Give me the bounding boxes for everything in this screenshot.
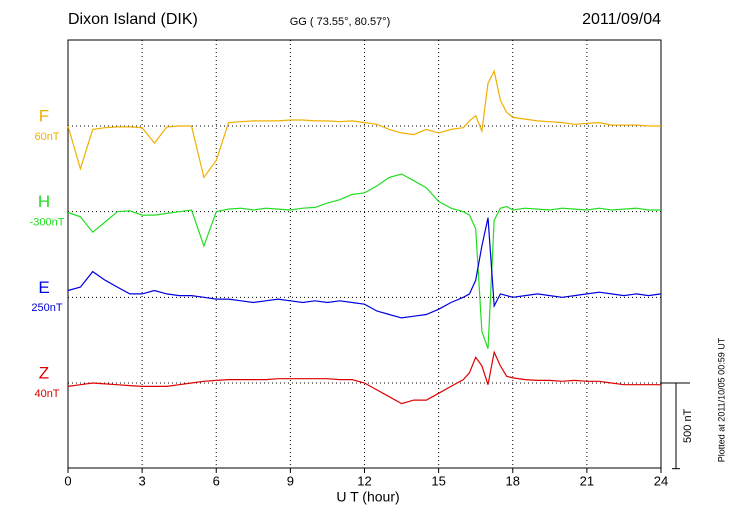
series-line	[67, 173, 661, 349]
baseline-label: 250nT	[31, 302, 62, 314]
x-tick-label: 21	[580, 473, 594, 488]
x-tick-label: 0	[64, 473, 71, 488]
x-tick-label: 24	[654, 473, 668, 488]
series-name: Z	[39, 363, 49, 382]
plotted-note: Plotted at 2011/10/05 00:59 UT	[716, 337, 726, 462]
subtitle: GG ( 73.55°, 80.57°)	[290, 16, 391, 28]
series-line	[67, 217, 662, 319]
x-tick-label: 9	[287, 473, 294, 488]
scale-label: 500 nT	[682, 408, 694, 443]
series-name: F	[39, 106, 49, 125]
series-name: E	[38, 278, 49, 297]
x-tick-label: 12	[357, 473, 371, 488]
baseline-label: 60nT	[34, 131, 59, 143]
series-name: H	[38, 192, 50, 211]
date: 2011/09/04	[582, 11, 661, 28]
baseline-label: 40nT	[34, 388, 59, 400]
x-tick-label: 6	[213, 473, 220, 488]
x-tick-label: 15	[431, 473, 445, 488]
x-tick-label: 3	[139, 473, 146, 488]
chart-title: Dixon Island (DIK)	[68, 11, 198, 28]
x-tick-label: 18	[506, 473, 520, 488]
series-line	[67, 69, 661, 179]
x-axis-label: U T (hour)	[336, 489, 399, 505]
series-line	[67, 350, 661, 405]
baseline-label: -300nT	[30, 217, 65, 229]
